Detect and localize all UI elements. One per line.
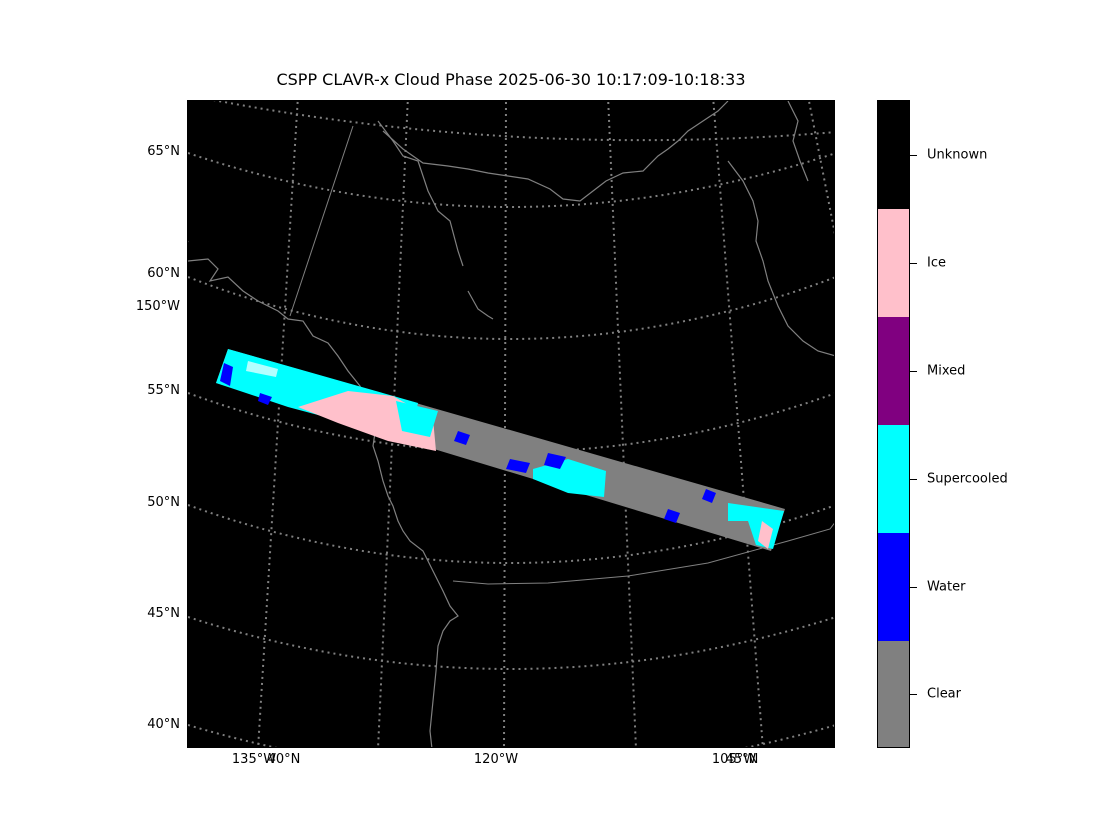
- political-borders: [289, 125, 834, 585]
- map-canvas: [188, 101, 834, 747]
- colorbar-segment-unknown: [878, 101, 909, 209]
- colorbar-tick-mixed: [910, 371, 917, 372]
- lon-label-120w: 120°W: [473, 752, 519, 767]
- colorbar-label-ice: Ice: [927, 255, 946, 271]
- graticule-parallels: [188, 101, 834, 747]
- lon-label-40n: 40°N: [267, 752, 301, 767]
- colorbar-tick-clear: [910, 694, 917, 695]
- lat-label-45: 45°N: [147, 606, 180, 621]
- colorbar-tick-water: [910, 587, 917, 588]
- colorbar-label-supercooled: Supercooled: [927, 471, 1008, 487]
- colorbar-segment-ice: [878, 209, 909, 317]
- lat-label-40: 40°N: [147, 717, 180, 732]
- colorbar: [877, 100, 910, 748]
- colorbar-tick-supercooled: [910, 479, 917, 480]
- colorbar-label-mixed: Mixed: [927, 363, 966, 379]
- lon-label-45n: 45°N: [725, 752, 759, 767]
- colorbar-label-water: Water: [927, 579, 966, 595]
- colorbar-tick-unknown: [910, 155, 917, 156]
- colorbar-segment-supercooled: [878, 425, 909, 533]
- lon-label-150w: 150°W: [135, 299, 180, 314]
- colorbar-label-clear: Clear: [927, 686, 961, 702]
- lon-label-135w: 135°W: [231, 752, 277, 767]
- colorbar-segment-water: [878, 533, 909, 641]
- graticule-meridians: [188, 101, 834, 747]
- swath: [216, 349, 785, 551]
- lat-label-55: 55°N: [147, 383, 180, 398]
- coastlines: [188, 101, 834, 747]
- map-title: CSPP CLAVR-x Cloud Phase 2025-06-30 10:1…: [276, 70, 746, 89]
- lat-label-50: 50°N: [147, 495, 180, 510]
- colorbar-label-unknown: Unknown: [927, 147, 988, 163]
- colorbar-segment-mixed: [878, 317, 909, 425]
- colorbar-tick-ice: [910, 263, 917, 264]
- lat-label-65: 65°N: [147, 144, 180, 159]
- lon-label-105w: 105°W: [711, 752, 757, 767]
- lat-label-60: 60°N: [147, 266, 180, 281]
- colorbar-segment-clear: [878, 641, 909, 747]
- map-panel[interactable]: [187, 100, 835, 748]
